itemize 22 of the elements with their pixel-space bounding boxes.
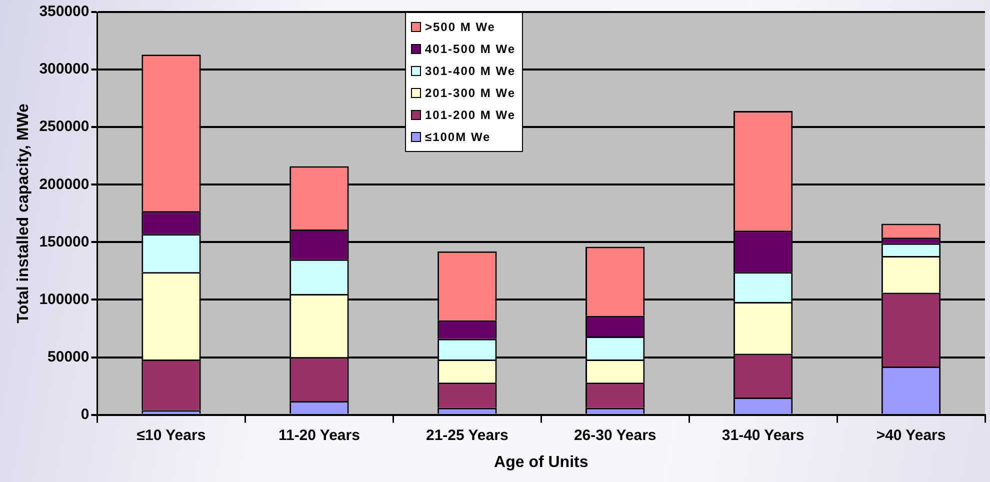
x-tick-label: 11-20 Years: [278, 426, 360, 444]
legend-label: 101-200 M We: [424, 107, 516, 124]
y-tick-label: 300000: [39, 60, 90, 78]
x-tick-label: 26-30 Years: [574, 426, 656, 444]
y-tick-label: 350000: [39, 3, 90, 20]
x-tick-label: >40 Years: [876, 426, 946, 444]
legend-label: >500 M We: [424, 19, 496, 36]
legend-label: 301-400 M We: [424, 63, 516, 80]
legend-label: 401-500 M We: [424, 41, 516, 58]
y-tick-label: 250000: [39, 118, 90, 136]
x-tick-label: 31-40 Years: [722, 426, 804, 444]
y-tick-label: 200000: [39, 176, 90, 193]
x-tick-label: 21-25 Years: [426, 426, 508, 444]
y-axis-title: Total installed capacity, MWe: [15, 103, 32, 324]
legend-label: ≤100M We: [424, 129, 492, 146]
y-tick-label: 150000: [39, 233, 90, 250]
legend-label: 201-300 M We: [424, 85, 516, 102]
x-axis-title: Age of Units: [494, 454, 588, 471]
x-tick-label: ≤10 Years: [136, 426, 206, 444]
y-tick-label: 100000: [39, 290, 90, 308]
y-tick-label: 0: [80, 406, 90, 423]
y-tick-label: 50000: [48, 348, 90, 366]
